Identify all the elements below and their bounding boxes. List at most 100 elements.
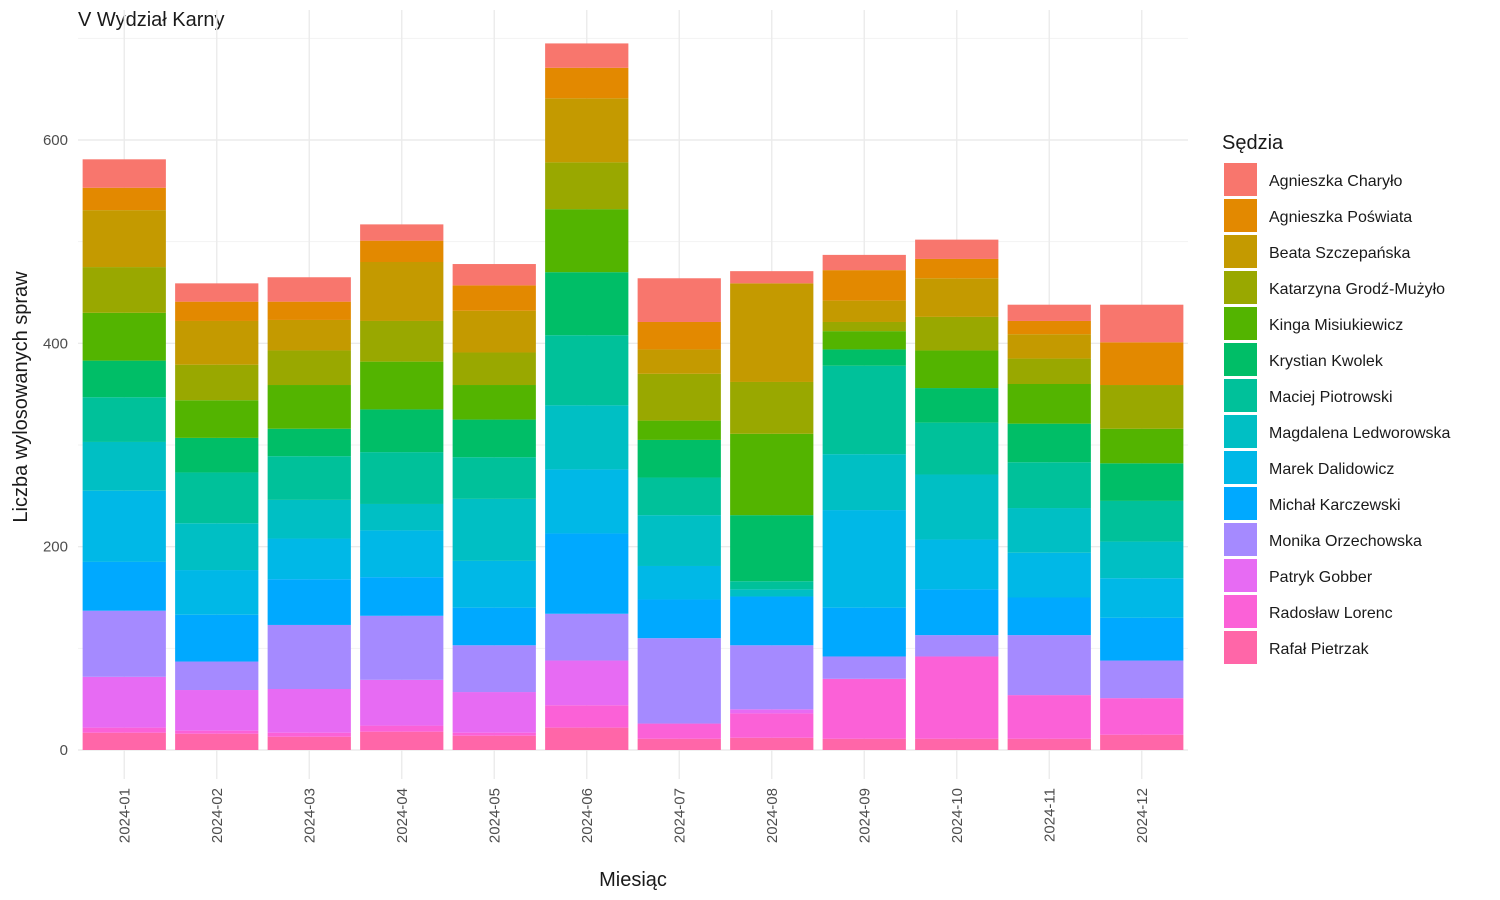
bar-segment <box>1007 635 1091 696</box>
bar-segment <box>822 321 906 332</box>
legend-key <box>1224 235 1257 268</box>
bar-segment <box>360 679 444 726</box>
bar-segment <box>1007 597 1091 636</box>
legend-key <box>1224 415 1257 448</box>
bar-segment <box>267 736 351 750</box>
legend-label: Maciej Piotrowski <box>1269 389 1393 406</box>
bar-segment <box>915 539 999 590</box>
bar-segment <box>267 277 351 302</box>
bar-segment <box>452 560 536 608</box>
x-tick-label: 2024-02 <box>209 788 226 843</box>
bar-segment <box>360 320 444 362</box>
bar-segment <box>822 510 906 608</box>
bar-segment <box>175 661 259 691</box>
bar-segment <box>452 264 536 286</box>
bar-segment <box>730 271 814 284</box>
bar-segment <box>915 316 999 351</box>
legend-key <box>1224 163 1257 196</box>
bar-segment <box>637 565 721 600</box>
bar-segment <box>1100 578 1184 618</box>
bar-segment <box>82 267 166 313</box>
bar-segment <box>822 738 906 750</box>
bar-segment <box>82 360 166 398</box>
bar-segment <box>267 579 351 625</box>
bar-segment <box>637 599 721 639</box>
bar-segment <box>637 278 721 322</box>
bar-segment <box>360 530 444 578</box>
bar-segment <box>452 607 536 646</box>
bar-segment <box>82 610 166 677</box>
bar-segment <box>175 472 259 524</box>
bar-segment <box>452 310 536 353</box>
legend-key <box>1224 559 1257 592</box>
bar-segment <box>915 239 999 259</box>
bar-segment <box>545 272 629 336</box>
bar-segment <box>360 409 444 453</box>
bar-segment <box>175 364 259 401</box>
bar-segment <box>637 321 721 350</box>
bar-segment <box>452 645 536 693</box>
bar-segment <box>915 635 999 657</box>
bar-segment <box>175 320 259 365</box>
x-tick-label: 2024-05 <box>486 788 503 843</box>
bar-segment <box>175 523 259 571</box>
legend-key <box>1224 487 1257 520</box>
legend-key <box>1224 631 1257 664</box>
bar-segment <box>360 503 444 531</box>
bar-segment <box>360 731 444 750</box>
bar-segment <box>1100 385 1184 429</box>
legend: Sędzia Agnieszka Charyło Agnieszka Poświa… <box>1222 132 1451 664</box>
bar-segment <box>360 224 444 241</box>
bar-segment <box>82 159 166 188</box>
bar-segment <box>82 727 166 733</box>
bar-segment <box>452 285 536 311</box>
legend-label: Beata Szczepańska <box>1269 245 1411 262</box>
bar-segment <box>1007 304 1091 321</box>
bar-segment <box>637 477 721 516</box>
x-tick-label: 2024-03 <box>301 788 318 843</box>
bars <box>82 43 1184 750</box>
bar-segment <box>915 350 999 389</box>
bar-segment <box>545 67 629 99</box>
bar-segment <box>730 381 814 434</box>
x-tick-label: 2024-06 <box>579 788 596 843</box>
legend-label: Agnieszka Charyło <box>1269 173 1403 190</box>
x-tick-label: 2024-07 <box>671 788 688 843</box>
legend-key <box>1224 595 1257 628</box>
x-axis-ticks: 2024-01 2024-02 2024-03 2024-04 2024-05 2024-… <box>116 788 1151 843</box>
bar-segment <box>1007 358 1091 384</box>
bar-segment <box>267 624 351 689</box>
bar-segment <box>175 570 259 615</box>
bar-segment <box>637 373 721 421</box>
bar-segment <box>545 335 629 406</box>
legend-label: Magdalena Ledworowska <box>1269 425 1451 442</box>
bar-segment <box>915 656 999 739</box>
bar-segment <box>1100 304 1184 343</box>
bar-segment <box>1007 423 1091 463</box>
bar-segment <box>545 43 629 68</box>
bar-segment <box>1007 384 1091 424</box>
legend-label: Rafał Pietrzak <box>1269 641 1370 658</box>
bar-segment <box>1100 541 1184 579</box>
legend-label: Monika Orzechowska <box>1269 533 1422 550</box>
bar-segment <box>915 589 999 636</box>
bar-segment <box>545 660 629 706</box>
bar-segment <box>822 656 906 679</box>
bar-segment <box>822 365 906 455</box>
bar-segment <box>267 732 351 737</box>
bar-segment <box>1100 617 1184 661</box>
x-axis-title: Miesiąc <box>599 869 667 891</box>
x-tick-label: 2024-12 <box>1134 788 1151 843</box>
bar-segment <box>822 454 906 511</box>
bar-segment <box>822 254 906 271</box>
bar-segment <box>82 441 166 491</box>
bar-segment <box>360 262 444 321</box>
bar-segment <box>545 162 629 210</box>
y-axis-ticks: 0 200 400 600 <box>43 132 68 759</box>
bar-segment <box>82 210 166 268</box>
bar-segment <box>175 730 259 734</box>
bar-segment <box>452 732 536 736</box>
bar-segment <box>360 725 444 732</box>
bar-segment <box>82 732 166 750</box>
bar-segment <box>82 676 166 728</box>
